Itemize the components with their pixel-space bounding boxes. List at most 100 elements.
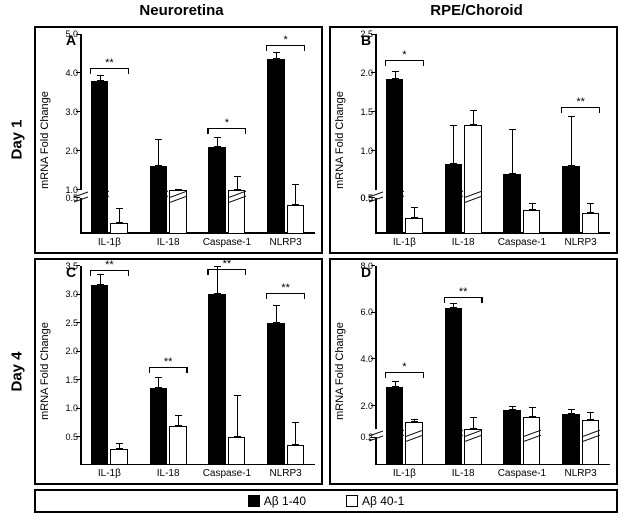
error-bar [473, 417, 474, 429]
y-tick-label: 2.5 [65, 318, 80, 328]
y-tick-label: 1.0 [65, 403, 80, 413]
y-tick-label: 1.0 [65, 185, 80, 195]
panel-D: mRNA Fold Change0.22.04.06.08.0***IL-1βI… [329, 258, 618, 486]
bar [267, 59, 285, 233]
bar [169, 426, 187, 465]
bar [464, 125, 482, 233]
error-bar [532, 407, 533, 418]
error-bar [276, 52, 277, 60]
legend-item-ab1-40: Aβ 1-40 [248, 494, 306, 508]
error-bar [158, 139, 159, 166]
error-bar [453, 303, 454, 308]
legend-item-ab40-1: Aβ 40-1 [346, 494, 404, 508]
y-tick-label: 0.2 [360, 432, 375, 442]
error-bar [512, 406, 513, 411]
row-day4: Day 4 mRNA Fold Change 0.5 1.0 1.5 2.0 2.5 3.0… [0, 256, 624, 488]
significance-stars: * [402, 51, 406, 59]
panel-letter: D [361, 264, 371, 280]
error-bar [590, 412, 591, 420]
error-bar [100, 274, 101, 285]
bar [150, 388, 168, 465]
panel-rows: Day 1 mRNA Fold Change0.51.02.03.04.05.0… [0, 24, 624, 487]
significance-stars: ** [223, 260, 232, 268]
error-bar [414, 419, 415, 423]
y-tick-label: 6.0 [360, 307, 375, 317]
bar [208, 147, 226, 234]
significance-stars: ** [459, 288, 468, 296]
bar [267, 323, 285, 466]
panel-letter: C [66, 264, 76, 280]
bar [287, 205, 305, 234]
error-bar [590, 203, 591, 214]
panel-letter: B [361, 32, 371, 48]
significance-stars: * [225, 119, 229, 127]
bar [405, 422, 423, 465]
col-header-neuroretina: Neuroretina [34, 0, 329, 24]
y-tick-label: 3.0 [65, 107, 80, 117]
error-bar [571, 409, 572, 414]
bar [110, 449, 128, 465]
error-bar [395, 381, 396, 387]
panel-A: mRNA Fold Change0.51.02.03.04.05.0****IL… [34, 26, 323, 254]
y-tick-label: 2.0 [360, 68, 375, 78]
error-bar [276, 305, 277, 322]
y-tick-label: 2.0 [360, 401, 375, 411]
bar [287, 445, 305, 465]
error-bar [532, 203, 533, 210]
error-bar [414, 207, 415, 218]
plot-area: 0.50.51.01.52.02.5***IL-1βIL-18Caspase-1… [351, 34, 610, 234]
column-headers: Neuroretina RPE/Choroid [0, 0, 624, 24]
y-tick-label: 3.0 [65, 289, 80, 299]
significance-stars: ** [576, 98, 585, 106]
bar [386, 79, 404, 233]
col-header-rpe-choroid: RPE/Choroid [329, 0, 624, 24]
panel-B: mRNA Fold Change0.50.51.01.52.02.5***IL-… [329, 26, 618, 254]
row-label-day4: Day 4 [0, 256, 34, 488]
bar [110, 223, 128, 234]
bar [405, 218, 423, 234]
plot-area: 0.51.02.03.04.05.0****IL-1βIL-18Caspase-… [56, 34, 315, 234]
error-bar [295, 422, 296, 445]
y-axis-label: mRNA Fold Change [36, 260, 54, 484]
error-bar [237, 176, 238, 190]
error-bar [119, 208, 120, 222]
bar [208, 294, 226, 465]
error-bar [453, 125, 454, 164]
significance-stars: ** [164, 358, 173, 366]
swatch-black-icon [248, 495, 260, 507]
legend: Aβ 1-40 Aβ 40-1 [34, 489, 618, 513]
y-axis-label: mRNA Fold Change [36, 28, 54, 252]
y-tick-label: 0.5 [360, 193, 375, 203]
error-bar [473, 110, 474, 126]
error-bar [295, 184, 296, 205]
plot-area: 0.22.04.06.08.0***IL-1βIL-18Caspase-1NLR… [351, 266, 610, 466]
bar [582, 420, 600, 465]
y-tick-label: 1.5 [65, 375, 80, 385]
y-tick-label: 1.0 [360, 146, 375, 156]
y-axis-label: mRNA Fold Change [331, 260, 349, 484]
panel-letter: A [66, 32, 76, 48]
y-tick-label: 0.5 [65, 432, 80, 442]
bar [386, 387, 404, 465]
significance-stars: * [402, 363, 406, 371]
error-bar [217, 266, 218, 295]
row-label-day1: Day 1 [0, 24, 34, 256]
bar [228, 437, 246, 466]
bar [582, 213, 600, 233]
panel-C: mRNA Fold Change0.51.01.52.02.53.03.5***… [34, 258, 323, 486]
y-tick-label: 4.0 [65, 68, 80, 78]
swatch-white-icon [346, 495, 358, 507]
y-tick-label: 4.0 [360, 354, 375, 364]
error-bar [571, 116, 572, 167]
bar [91, 285, 109, 465]
error-bar [237, 395, 238, 436]
row-day1: Day 1 mRNA Fold Change0.51.02.03.04.05.0… [0, 24, 624, 256]
y-tick-label: 2.0 [65, 346, 80, 356]
error-bar [512, 129, 513, 174]
y-tick-label: 2.0 [65, 146, 80, 156]
error-bar [100, 75, 101, 81]
plot-area: 0.51.01.52.02.53.03.5********IL-1βIL-18C… [56, 266, 315, 466]
bar [91, 81, 109, 234]
figure: Neuroretina RPE/Choroid Day 1 mRNA Fold … [0, 0, 624, 519]
error-bar [178, 415, 179, 426]
